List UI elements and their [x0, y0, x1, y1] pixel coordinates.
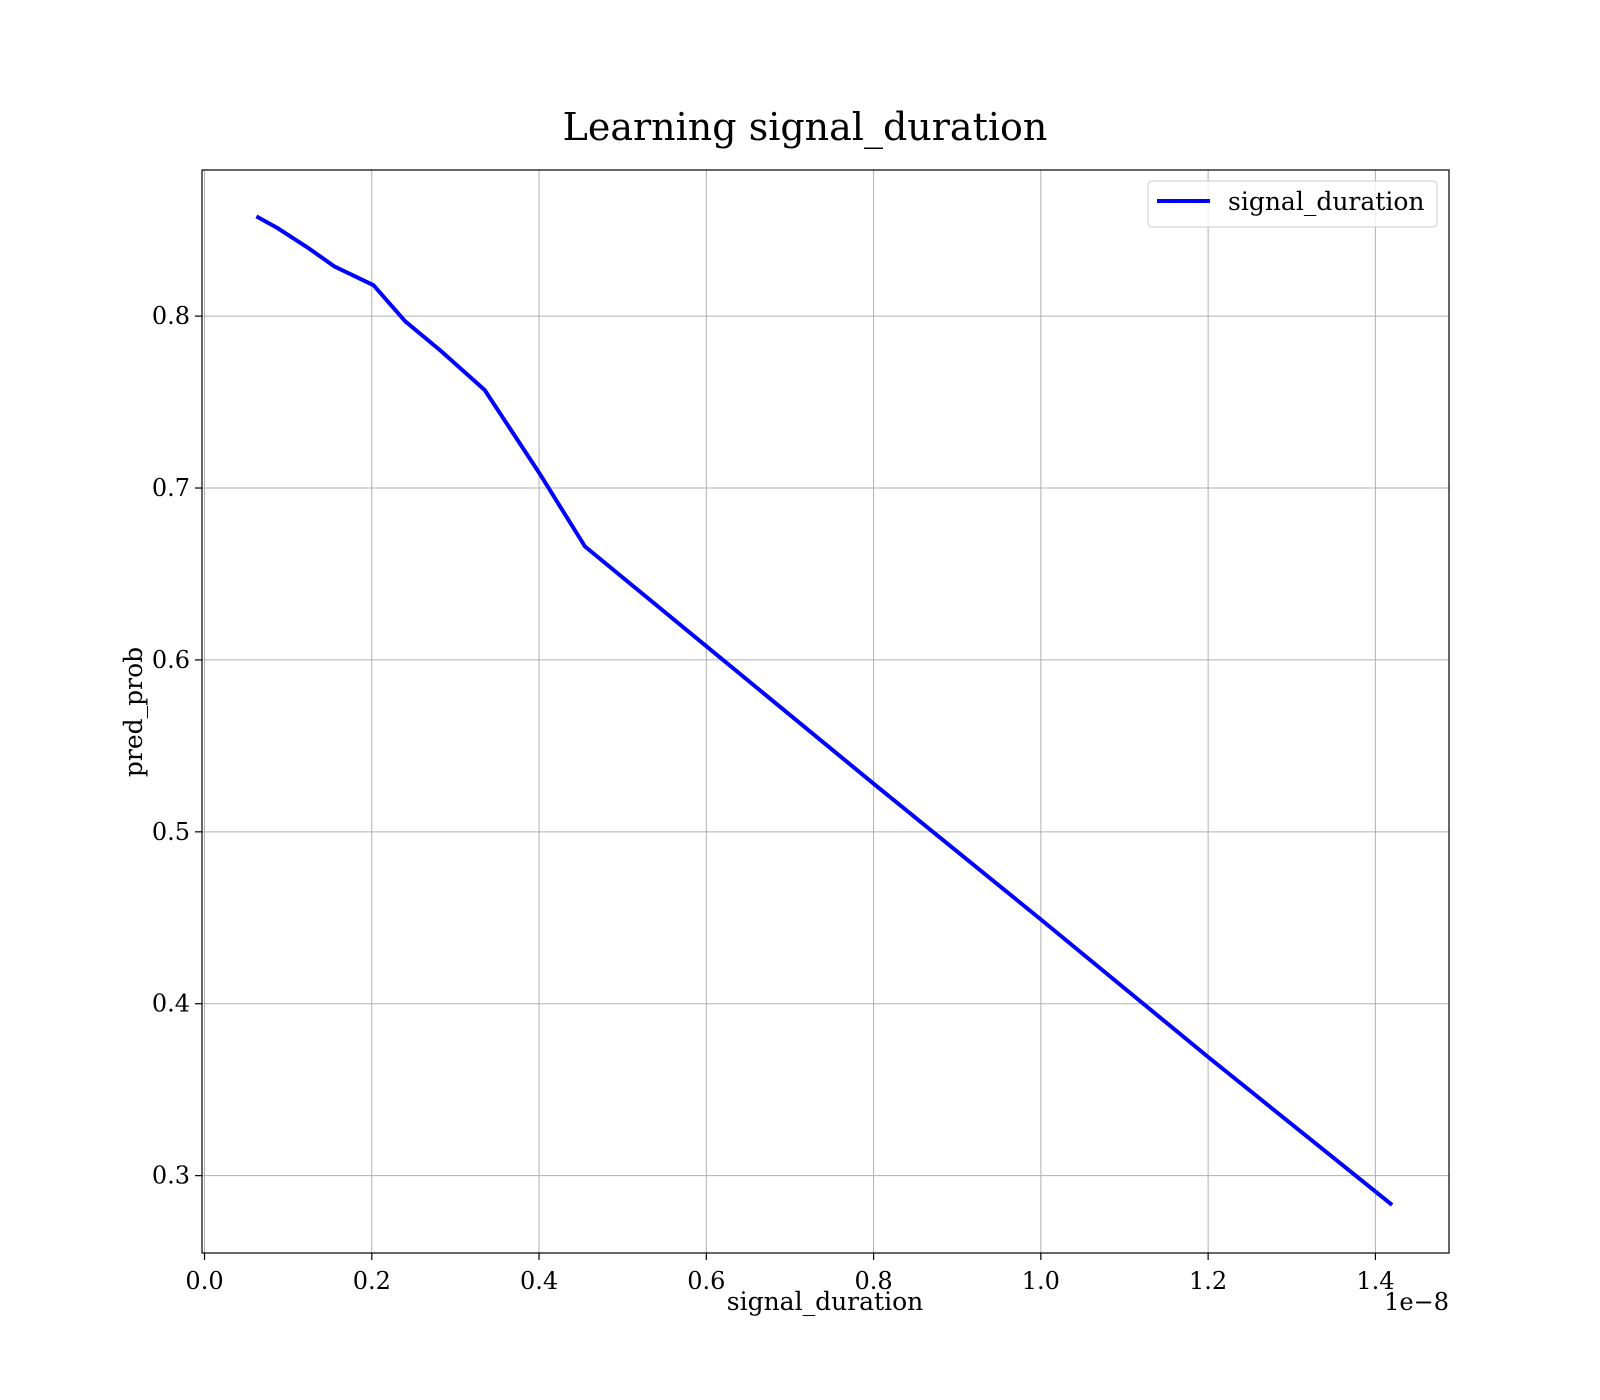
x-tick-label: 1.2: [1189, 1267, 1227, 1295]
legend: signal_duration: [1147, 180, 1438, 228]
y-tick-label: 0.5: [152, 818, 190, 846]
series-layer: [255, 214, 1394, 1207]
y-tick-label: 0.7: [152, 474, 190, 502]
y-tick-label: 0.3: [152, 1162, 190, 1190]
y-axis-label: pred_prob: [119, 647, 148, 777]
series-line-signal-duration: [255, 214, 1394, 1207]
x-tick-label: 0.2: [353, 1267, 391, 1295]
legend-frame: [1147, 180, 1438, 228]
x-tick-label: 0.4: [520, 1267, 558, 1295]
x-tick-label: 0.8: [855, 1267, 893, 1295]
x-axis-label: signal_duration: [727, 1287, 923, 1316]
y-tick-label: 0.8: [152, 302, 190, 330]
grid-lines: [202, 170, 1449, 1253]
x-tick-label: 1.0: [1022, 1267, 1060, 1295]
x-tick-label: 0.6: [687, 1267, 725, 1295]
legend-entry-signal-duration: signal_duration: [1228, 187, 1424, 216]
chart-title: Learning signal_duration: [563, 105, 1048, 150]
x-axis-offset-label: 1e−8: [1384, 1288, 1449, 1316]
y-axis-ticks: 0.3 0.4 0.5 0.6 0.7 0.8: [152, 302, 202, 1190]
x-axis-ticks: 0.0 0.2 0.4 0.6 0.8 1.0 1.2 1.4: [185, 1253, 1394, 1295]
x-tick-label: 0.0: [185, 1267, 223, 1295]
x-tick-label: 1.4: [1356, 1267, 1394, 1295]
plot-frame: [201, 169, 1450, 1254]
y-tick-label: 0.6: [152, 646, 190, 674]
y-tick-label: 0.4: [152, 990, 190, 1018]
